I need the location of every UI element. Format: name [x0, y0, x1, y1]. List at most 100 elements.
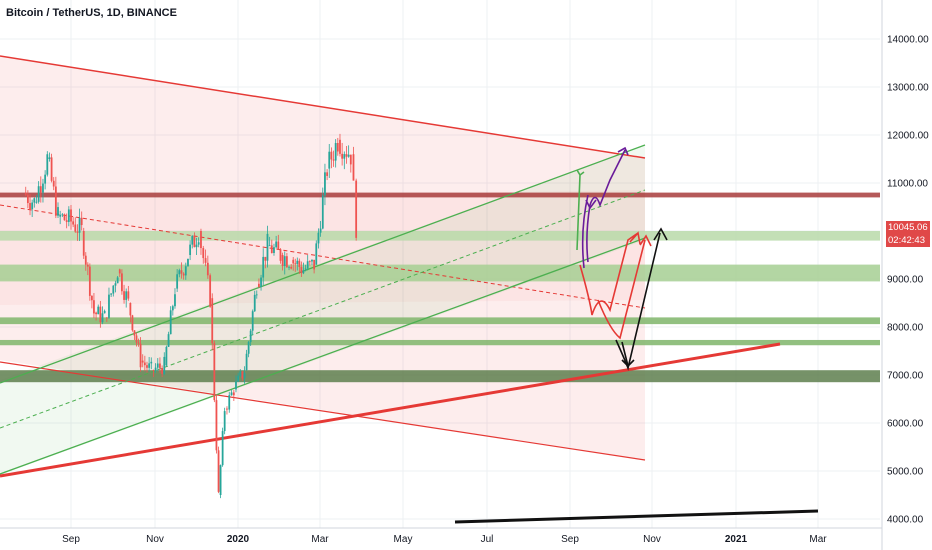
candle-body [262, 256, 265, 278]
candle-body [281, 255, 284, 267]
candle-body [182, 273, 185, 276]
candle-body [219, 465, 222, 495]
candle-body [35, 201, 38, 203]
candle-body [154, 367, 157, 371]
x-tick-label: 2020 [227, 534, 250, 545]
y-tick-label: 9000.00 [887, 275, 924, 286]
candle-body [116, 277, 119, 284]
candle-body [184, 266, 187, 276]
candle-body [326, 172, 329, 176]
sr-zone [0, 339, 880, 346]
candle-body [165, 346, 168, 366]
candle-body [230, 392, 233, 396]
candle-body [105, 317, 108, 319]
candle-body [243, 372, 246, 379]
candle-body [206, 262, 209, 276]
candle-body [70, 209, 72, 222]
candle-body [355, 180, 358, 238]
candle-body [308, 261, 311, 263]
x-tick-label: Sep [62, 534, 80, 545]
candle-body [54, 186, 57, 216]
candle-body [146, 365, 148, 368]
candle-body [294, 263, 297, 265]
candle-body [178, 270, 181, 275]
green-channel-fill [0, 145, 645, 475]
candle-body [296, 260, 299, 264]
candle-body [324, 172, 326, 196]
candle-body [46, 154, 49, 175]
candle-body [76, 231, 79, 233]
scenario-arrow-red-1 [579, 231, 641, 316]
y-tick-label: 13000.00 [887, 83, 929, 94]
candle-body [235, 381, 237, 390]
red-channel-top [0, 55, 646, 159]
candle-body [152, 370, 155, 371]
candle-body [61, 214, 64, 216]
x-tick-label: Sep [561, 534, 579, 545]
candle-body [345, 154, 348, 157]
candle-body [202, 248, 205, 259]
red-channel-mid [0, 204, 646, 309]
candle-body [74, 224, 77, 232]
candle-body [349, 154, 352, 165]
candle-body [300, 266, 303, 274]
current-price-tag: 10045.06 [886, 221, 930, 234]
candle-body [135, 335, 138, 343]
candle-body [255, 294, 258, 296]
candle-body [171, 306, 174, 311]
candle-body [125, 291, 128, 300]
candle-body [24, 192, 27, 195]
candle-body [148, 363, 151, 368]
candle-body [72, 221, 75, 225]
candle-body [283, 256, 286, 267]
candle-body [39, 186, 42, 193]
candle-body [103, 310, 106, 314]
candle-body [59, 214, 62, 217]
candle-body [341, 153, 344, 159]
candle-body [133, 330, 136, 336]
candle-body [161, 367, 164, 374]
candle-body [306, 261, 309, 269]
scenario-arrow-black [615, 227, 668, 371]
candle-body [298, 260, 301, 267]
candle-body [65, 220, 68, 222]
candle-body [57, 207, 59, 216]
candle-body [336, 143, 339, 152]
y-tick-label: 5000.00 [887, 467, 924, 478]
candle-body [97, 306, 100, 315]
bar-countdown-tag: 02:42:43 [886, 234, 930, 247]
scenario-arrow-purple [586, 146, 629, 263]
candle-body [159, 363, 161, 368]
candle-body [258, 283, 260, 287]
candle-body [42, 183, 44, 193]
candle-body [99, 306, 102, 323]
candle-body [131, 315, 134, 331]
scenario-arrow-green [576, 169, 585, 251]
candle-body [191, 236, 194, 245]
candle-body [288, 266, 290, 268]
candle-body [187, 258, 189, 267]
x-tick-label: 2021 [725, 534, 748, 545]
y-tick-label: 8000.00 [887, 323, 924, 334]
candle-body [270, 245, 273, 253]
candle-body [84, 255, 87, 265]
candle-body [245, 353, 248, 371]
candle-body [110, 293, 113, 295]
sr-zone [0, 192, 880, 198]
candle-body [44, 174, 47, 184]
scenario-arrow-purple-2 [581, 194, 597, 269]
candle-body [67, 209, 70, 222]
candle-body [239, 371, 242, 376]
candle-body [275, 241, 278, 248]
candle-body [127, 291, 130, 299]
black-trendline [454, 509, 819, 524]
candle-body [352, 154, 355, 181]
candle-body [277, 241, 280, 250]
candle-body [285, 256, 288, 268]
candle-body [332, 159, 335, 161]
candle-body [273, 247, 275, 253]
candle-body [200, 231, 202, 249]
x-tick-label: Mar [311, 534, 329, 545]
